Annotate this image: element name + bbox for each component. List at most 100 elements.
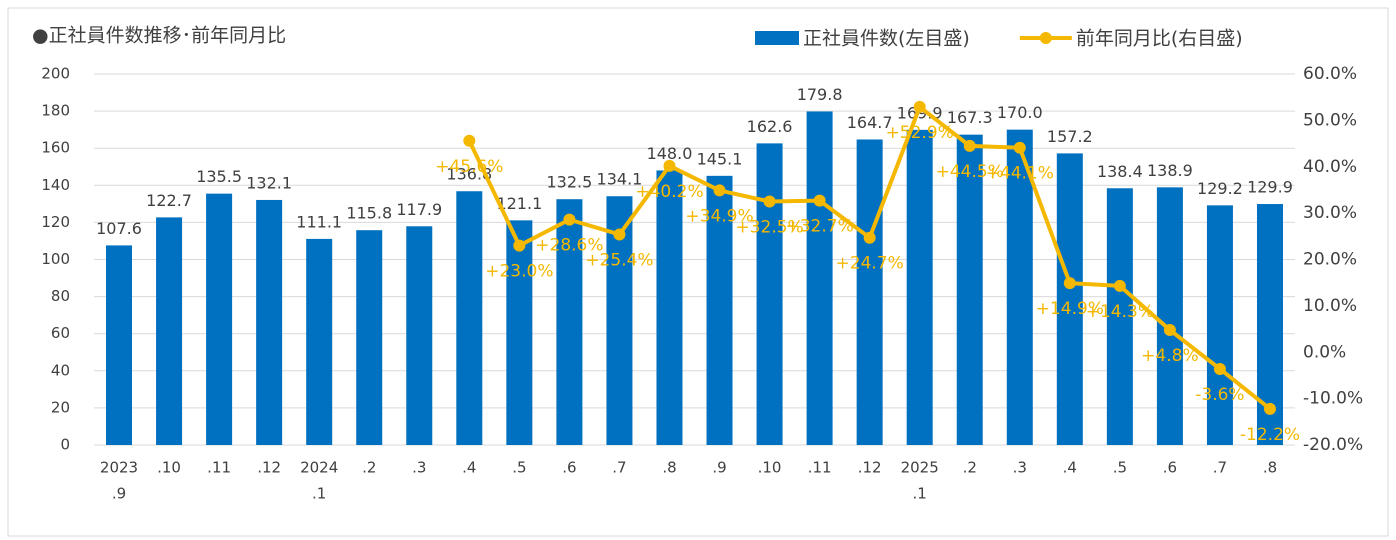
x-tick-label: .6 [1163,459,1177,477]
bar [306,238,333,445]
y-tick-label: 120 [41,213,70,231]
bar [1206,205,1233,445]
y-tick-label: 0 [60,436,70,454]
bar-value-label: 136.8 [446,165,492,184]
x-tick-label: .7 [612,459,626,477]
bar-value-label: 162.6 [747,117,793,136]
x-tick-label: .5 [512,459,526,477]
bar [206,193,233,445]
y2-tick-label: 40.0% [1303,157,1357,177]
y2-tick-label: -20.0% [1303,435,1363,455]
bar [956,134,983,445]
y2-tick-label: 10.0% [1303,296,1357,316]
bar [756,143,783,445]
x-tick-label: .6 [562,459,576,477]
line-value-label: +4.8% [1141,346,1198,366]
line-point [1013,141,1026,154]
bar-value-label: 138.4 [1097,162,1143,181]
x-tick-label: .12 [257,459,281,477]
bar-value-label: 132.5 [546,173,592,192]
line-point [1213,362,1226,375]
y-tick-label: 80 [51,287,70,305]
line-value-label: +40.2% [635,182,703,202]
bar [1156,187,1183,445]
legend-label: 正社員件数(左目盛) [803,28,970,50]
line-value-label: +14.9% [1036,299,1104,319]
line-value-label: +52.9% [886,123,954,143]
bar [106,245,133,445]
bar-value-label: 167.3 [947,108,993,127]
line-point [1063,277,1076,290]
y2-tick-label: 30.0% [1303,203,1357,223]
line-point [763,195,776,208]
bar [1106,188,1133,445]
x-tick-label: .7 [1213,459,1227,477]
y-tick-label: 40 [51,361,70,379]
line-point [813,194,826,207]
y-tick-label: 160 [41,139,70,157]
line-value-label: +32.7% [785,217,853,237]
line-value-label: +23.0% [485,262,553,282]
legend-swatch [1039,32,1052,44]
line-value-label: +28.6% [535,236,603,256]
bar [656,170,683,445]
bar [156,217,183,445]
bar [706,175,733,446]
x-tick-label: .2 [963,459,977,477]
line-value-label: +25.4% [585,250,653,270]
line-point [863,231,876,244]
line-point [613,228,626,241]
x-tick-label: 2025 [901,459,939,477]
y2-tick-label: -10.0% [1303,389,1363,409]
y-tick-label: 60 [51,324,70,342]
bar [856,139,883,445]
bar-value-label: 170.0 [997,103,1043,122]
line-value-label: -3.6% [1195,385,1244,405]
bar [556,199,583,445]
x-tick-label: 2023 [100,459,138,477]
line-point [913,100,926,113]
x-tick-label: .11 [207,459,231,477]
bar-value-label: 148.0 [647,144,693,163]
bar-value-label: 135.5 [196,167,242,186]
legend-swatch [755,31,799,45]
x-tick-label: .11 [808,459,832,477]
chart-title: ●正社員件数推移･前年同月比 [32,25,286,47]
bar-value-label: 111.1 [296,212,342,231]
line-point [1263,402,1276,415]
line-value-label: +14.3% [1086,302,1154,322]
y2-tick-label: 60.0% [1303,64,1357,84]
bar [806,111,833,445]
x-tick-label: .10 [758,459,782,477]
bar-value-label: 164.7 [847,113,893,132]
y-tick-label: 200 [41,65,70,83]
y-tick-label: 100 [41,250,70,268]
line-value-label: -12.2% [1240,425,1300,445]
bar [906,129,933,445]
bar-value-label: 107.6 [96,219,142,238]
bar [1006,129,1033,445]
bar-value-label: 115.8 [346,204,392,223]
bar-value-label: 117.9 [396,200,442,219]
x-tick-label: .8 [1263,459,1277,477]
x-tick-label: .4 [462,459,476,477]
bar [1056,153,1083,446]
bar-value-label: 145.1 [697,149,743,168]
bar [506,220,533,445]
bar [456,191,483,445]
bar-value-label: 122.7 [146,191,192,210]
y-tick-label: 140 [41,176,70,194]
line-point [663,159,676,172]
x-tick-label: .2 [362,459,376,477]
line-value-label: +32.5% [735,218,803,238]
line-point [963,139,976,152]
y2-tick-label: 0.0% [1303,342,1346,362]
line-point [713,184,726,197]
bar-value-label: 157.2 [1047,127,1093,146]
line-value-label: +34.9% [685,206,753,226]
x-tick-label: .8 [662,459,676,477]
x-tick-label: .12 [858,459,882,477]
line-value-label: +44.5% [936,162,1004,182]
line-value-label: +44.1% [986,164,1054,184]
line-point [1163,323,1176,336]
